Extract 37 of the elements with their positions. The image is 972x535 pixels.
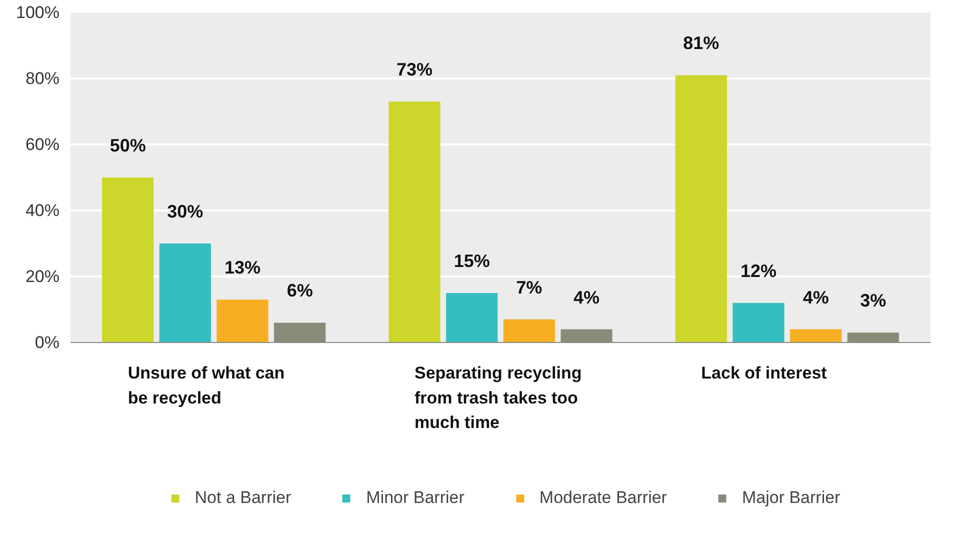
bar xyxy=(102,178,154,342)
data-label: 13% xyxy=(224,258,261,278)
data-label: 4% xyxy=(573,287,600,308)
bar xyxy=(790,329,842,342)
data-label: 12% xyxy=(740,260,777,281)
y-tick-label: 0% xyxy=(34,333,60,352)
x-tick-label: Unsure of what can be recycled xyxy=(128,364,285,408)
y-tick-label: 100% xyxy=(16,3,60,22)
bar xyxy=(216,300,268,342)
legend-label: Moderate Barrier xyxy=(539,488,667,508)
y-tick-label: 20% xyxy=(25,267,60,286)
bar xyxy=(388,102,440,342)
x-tick-label: Lack of interest xyxy=(701,364,828,383)
legend-label: Not a Barrier xyxy=(194,488,292,508)
y-tick-label: 80% xyxy=(25,69,60,88)
data-label: 3% xyxy=(860,290,886,311)
data-label: 15% xyxy=(454,251,490,271)
data-label: 7% xyxy=(516,277,542,298)
legend-label: Minor Barrier xyxy=(366,488,464,508)
bar xyxy=(560,329,612,342)
bar xyxy=(732,302,784,342)
y-tick-label: 40% xyxy=(25,201,60,220)
bar xyxy=(847,332,899,342)
bar xyxy=(446,293,498,342)
data-label: 6% xyxy=(286,280,313,301)
data-label: 50% xyxy=(110,136,146,156)
bar xyxy=(503,319,555,342)
legend-label: Major Barrier xyxy=(742,488,840,508)
bar xyxy=(675,75,727,342)
y-tick-label: 60% xyxy=(25,135,60,154)
data-label: 73% xyxy=(396,60,433,80)
x-tick-label: Separating recycling from trash takes too much time xyxy=(414,364,582,432)
bar xyxy=(274,322,326,342)
bar xyxy=(159,244,211,342)
data-label: 4% xyxy=(802,287,829,308)
data-label: 30% xyxy=(167,202,204,222)
data-label: 81% xyxy=(683,33,720,54)
